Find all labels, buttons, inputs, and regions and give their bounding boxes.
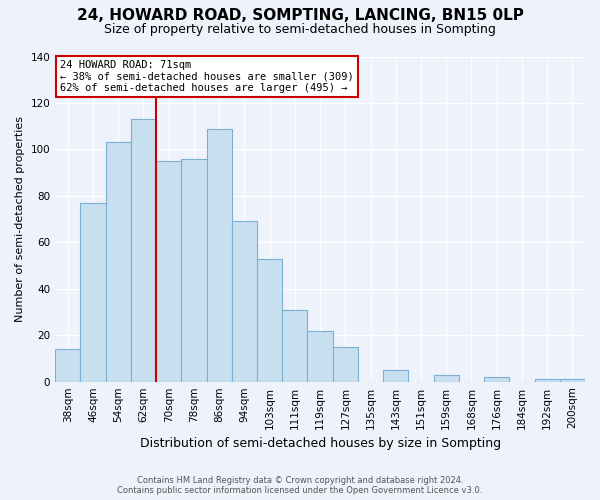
- Bar: [206, 128, 232, 382]
- Bar: [257, 258, 282, 382]
- Bar: [484, 377, 509, 382]
- Bar: [560, 380, 585, 382]
- Bar: [383, 370, 409, 382]
- Bar: [332, 347, 358, 382]
- Y-axis label: Number of semi-detached properties: Number of semi-detached properties: [15, 116, 25, 322]
- Bar: [535, 380, 560, 382]
- Bar: [181, 158, 206, 382]
- Text: Size of property relative to semi-detached houses in Sompting: Size of property relative to semi-detach…: [104, 22, 496, 36]
- Bar: [131, 119, 156, 382]
- Text: 24, HOWARD ROAD, SOMPTING, LANCING, BN15 0LP: 24, HOWARD ROAD, SOMPTING, LANCING, BN15…: [77, 8, 523, 22]
- Bar: [282, 310, 307, 382]
- Text: Contains HM Land Registry data © Crown copyright and database right 2024.
Contai: Contains HM Land Registry data © Crown c…: [118, 476, 482, 495]
- X-axis label: Distribution of semi-detached houses by size in Sompting: Distribution of semi-detached houses by …: [140, 437, 500, 450]
- Bar: [232, 222, 257, 382]
- Bar: [156, 161, 181, 382]
- Bar: [80, 203, 106, 382]
- Bar: [434, 374, 459, 382]
- Text: 24 HOWARD ROAD: 71sqm
← 38% of semi-detached houses are smaller (309)
62% of sem: 24 HOWARD ROAD: 71sqm ← 38% of semi-deta…: [61, 60, 354, 93]
- Bar: [106, 142, 131, 382]
- Bar: [55, 349, 80, 382]
- Bar: [307, 330, 332, 382]
